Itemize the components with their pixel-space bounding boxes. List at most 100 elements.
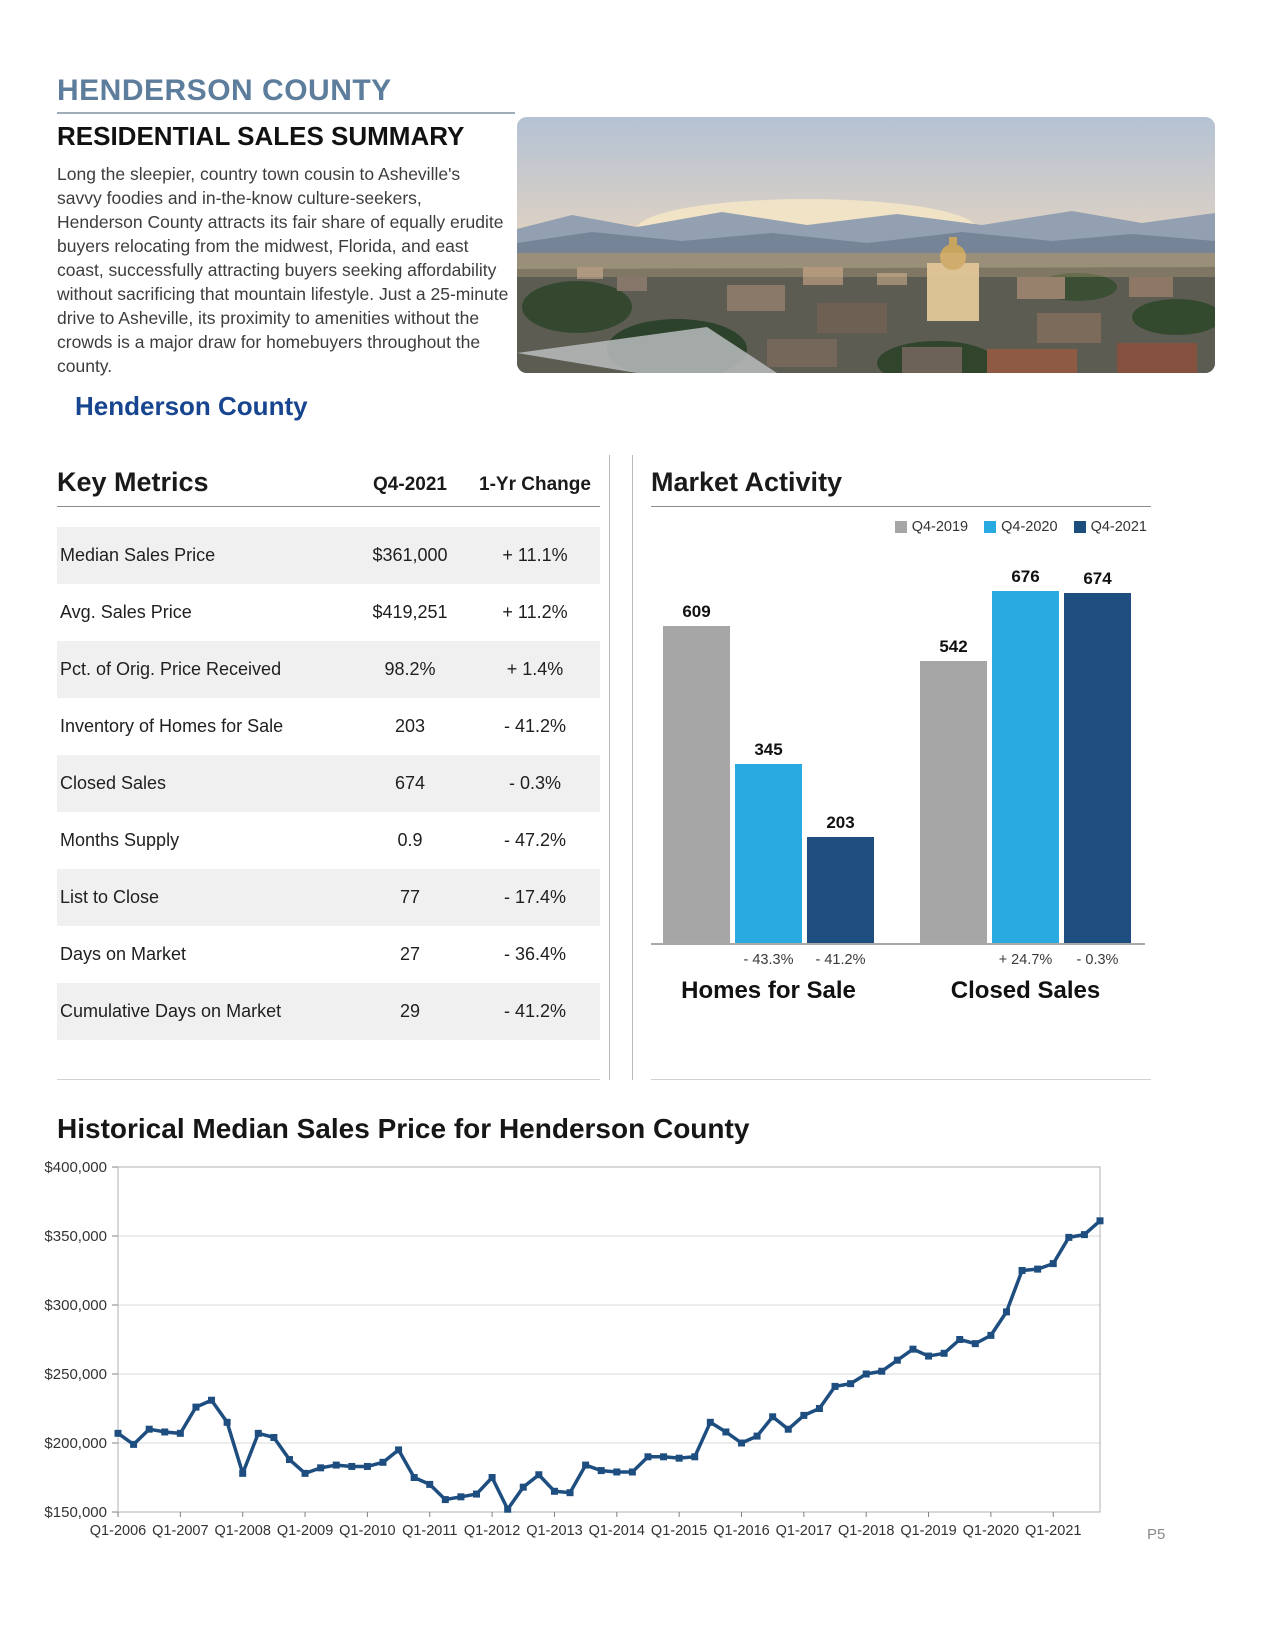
key-metrics-col-value: Q4-2021	[373, 474, 447, 495]
svg-text:$150,000: $150,000	[44, 1504, 107, 1521]
bar-column: 609	[663, 602, 730, 943]
metric-value: 674	[394, 773, 426, 793]
page-title: RESIDENTIAL SALES SUMMARY	[57, 121, 465, 151]
svg-text:$400,000: $400,000	[44, 1159, 107, 1176]
svg-text:$200,000: $200,000	[44, 1435, 107, 1452]
bar-value-label: 203	[826, 813, 855, 832]
bar-column: 345	[735, 740, 802, 943]
metric-change: - 41.2%	[503, 716, 567, 736]
svg-text:Q1-2006: Q1-2006	[90, 1523, 146, 1539]
market-activity-chart: 609 345 203 - 43.3% - 41.2% Homes for Sale 542…	[651, 543, 1151, 1005]
county-label: HENDERSON COUNTY	[57, 74, 392, 107]
svg-text:Q1-2021: Q1-2021	[1025, 1523, 1081, 1539]
metric-change: - 17.4%	[503, 887, 567, 907]
metric-change: - 41.2%	[503, 1001, 567, 1021]
legend-swatch-icon	[984, 521, 997, 533]
metric-row: Pct. of Orig. Price Received 98.2% + 1.4%	[57, 641, 600, 698]
bar-change-row: + 24.7% - 0.3%	[920, 952, 1131, 968]
line-chart-svg: $150,000 $200,000 $250,000 $300,000 $350,000…	[44, 1159, 1104, 1539]
county-aerial-photo	[517, 117, 1215, 373]
metric-label: Months Supply	[60, 830, 180, 850]
legend-label: Q4-2019	[911, 519, 969, 535]
bar-group-bars: 609 345 203	[663, 543, 874, 943]
metric-label: Avg. Sales Price	[60, 602, 192, 622]
svg-text:$350,000: $350,000	[44, 1228, 107, 1245]
market-activity-groups: 609 345 203 - 43.3% - 41.2% Homes for Sale 542…	[651, 543, 1151, 1005]
bar-group: 542 676 674 + 24.7% - 0.3% Closed Sales	[920, 543, 1131, 1005]
metric-row: List to Close 77 - 17.4%	[57, 869, 600, 926]
metric-change: - 36.4%	[503, 944, 567, 964]
svg-text:Q1-2020: Q1-2020	[963, 1523, 1019, 1539]
svg-text:$250,000: $250,000	[44, 1366, 107, 1383]
key-metrics-panel: Key Metrics Q4-2021 1-Yr Change Median S…	[57, 455, 600, 1080]
bar-value-label: 345	[754, 740, 783, 759]
svg-text:Q1-2007: Q1-2007	[152, 1523, 208, 1539]
svg-text:Q1-2019: Q1-2019	[900, 1523, 956, 1539]
metric-change: - 47.2%	[503, 830, 567, 850]
key-metrics-col-change: 1-Yr Change	[479, 474, 591, 495]
svg-text:$300,000: $300,000	[44, 1297, 107, 1314]
svg-text:Q1-2016: Q1-2016	[713, 1523, 769, 1539]
bar-value-label: 676	[1011, 567, 1040, 586]
metric-row: Median Sales Price $361,000 + 11.1%	[57, 527, 600, 584]
metric-change: + 11.1%	[502, 545, 568, 565]
legend-swatch-icon	[1073, 521, 1086, 533]
svg-text:Q1-2010: Q1-2010	[339, 1523, 395, 1539]
metric-value: 77	[399, 887, 421, 907]
svg-text:Q1-2017: Q1-2017	[776, 1523, 832, 1539]
key-metrics-header: Key Metrics Q4-2021 1-Yr Change	[57, 455, 600, 507]
metric-change: + 11.2%	[502, 602, 568, 622]
market-activity-panel: Market Activity Q4-2019 Q4-2020 Q4-2021 60…	[651, 455, 1151, 1080]
market-activity-header: Market Activity	[651, 455, 1151, 507]
bar-change-label: - 43.3%	[743, 952, 794, 968]
legend-swatch-icon	[894, 521, 907, 533]
bar	[735, 764, 802, 943]
svg-text:Q1-2008: Q1-2008	[214, 1523, 270, 1539]
key-metrics-title: Key Metrics	[57, 467, 209, 497]
bar	[992, 591, 1059, 943]
bar-group-name: Homes for Sale	[681, 977, 856, 1004]
legend-label: Q4-2020	[1001, 519, 1058, 535]
svg-text:Q1-2009: Q1-2009	[277, 1523, 333, 1539]
metric-value: 0.9	[397, 830, 423, 850]
metric-value: 98.2%	[384, 659, 436, 679]
svg-text:Q1-2012: Q1-2012	[464, 1523, 520, 1539]
bar-value-label: 609	[682, 602, 711, 621]
bar	[1064, 593, 1131, 943]
column-divider-right	[632, 455, 633, 1080]
metric-value: $361,000	[372, 545, 448, 565]
bar-change-label	[663, 952, 730, 968]
metric-label: List to Close	[60, 887, 160, 907]
bar-change-label: - 41.2%	[815, 952, 866, 968]
intro-paragraph: Long the sleepier, country town cousin t…	[57, 164, 509, 376]
metric-value: 27	[399, 944, 421, 964]
metric-label: Inventory of Homes for Sale	[60, 716, 284, 736]
metric-label: Cumulative Days on Market	[60, 1001, 282, 1021]
market-activity-title: Market Activity	[651, 467, 843, 497]
column-divider-left	[609, 455, 610, 1080]
metric-label: Days on Market	[60, 944, 187, 964]
header-rule	[57, 112, 515, 114]
bar-change-label: - 0.3%	[1076, 952, 1119, 968]
historical-price-chart: $150,000 $200,000 $250,000 $300,000 $350,000…	[30, 1155, 1150, 1560]
bar-value-label: 674	[1083, 569, 1112, 588]
bar-column: 676	[992, 567, 1059, 943]
bar	[807, 837, 874, 943]
bar-group: 609 345 203 - 43.3% - 41.2% Homes for Sale	[663, 543, 874, 1005]
bar-value-label: 542	[939, 637, 968, 656]
svg-text:Q1-2014: Q1-2014	[589, 1523, 645, 1539]
metric-value: $419,251	[372, 602, 448, 622]
metric-change: - 0.3%	[508, 773, 562, 793]
metric-label: Closed Sales	[60, 773, 167, 793]
metric-row: Inventory of Homes for Sale 203 - 41.2%	[57, 698, 600, 755]
market-activity-legend: Q4-2019 Q4-2020 Q4-2021	[651, 519, 1151, 535]
metric-row: Closed Sales 674 - 0.3%	[57, 755, 600, 812]
bar-change-label	[920, 952, 987, 968]
metric-row: Cumulative Days on Market 29 - 41.2%	[57, 983, 600, 1040]
bar-change-label: + 24.7%	[998, 952, 1053, 968]
page-number: P5	[1147, 1526, 1166, 1543]
svg-text:Q1-2015: Q1-2015	[651, 1523, 707, 1539]
key-metrics-rows: Median Sales Price $361,000 + 11.1% Avg. Sa…	[57, 527, 600, 1040]
bar-change-row: - 43.3% - 41.2%	[663, 952, 874, 968]
